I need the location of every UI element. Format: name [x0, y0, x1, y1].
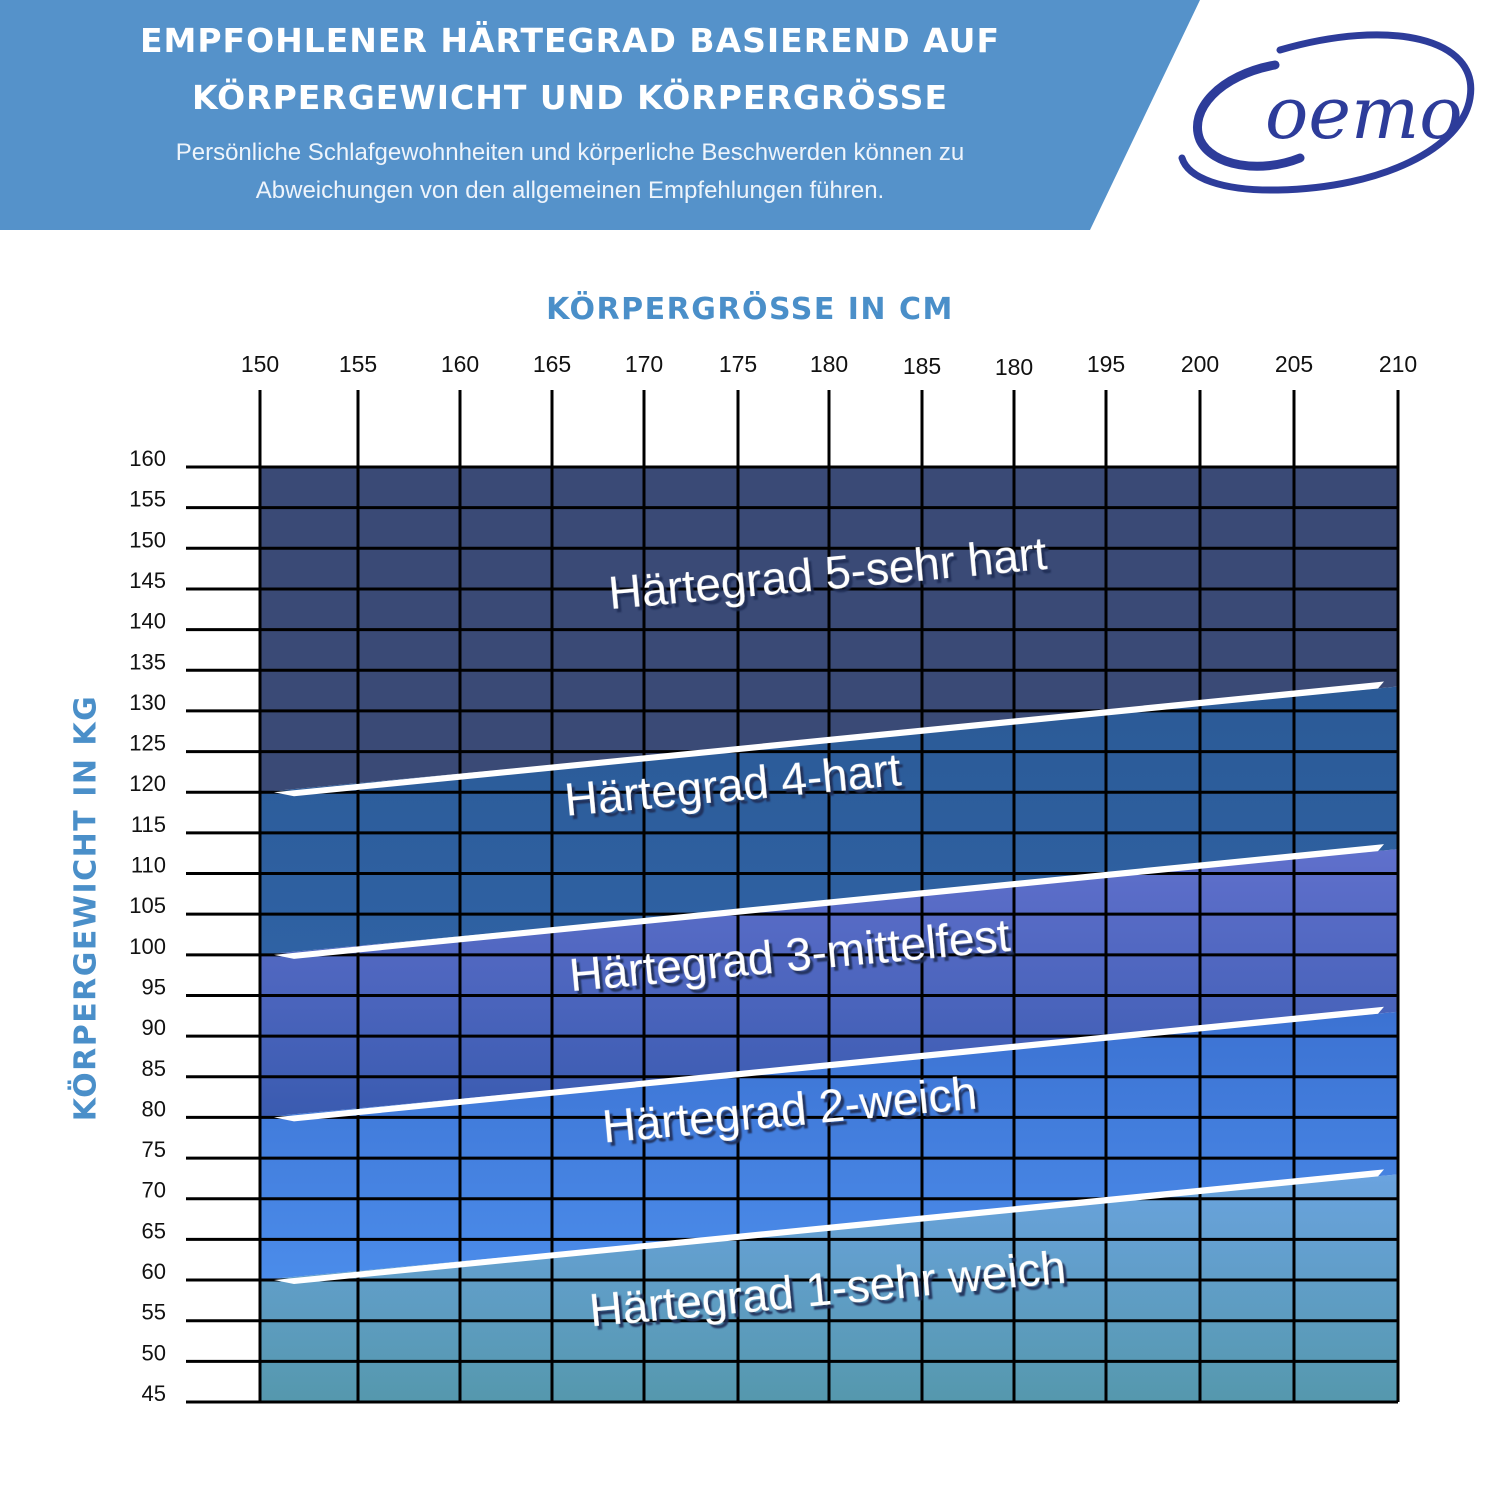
- x-tick-label: 195: [1087, 351, 1125, 377]
- y-tick-label: 85: [142, 1056, 166, 1081]
- page-subtitle: Persönliche Schlafgewohnheiten und körpe…: [60, 134, 1080, 210]
- logo-text: oemo: [1265, 71, 1463, 155]
- y-tick-label: 60: [142, 1259, 166, 1284]
- x-tick-label: 180: [810, 351, 848, 377]
- x-tick-label: 175: [719, 351, 757, 377]
- y-tick-label: 105: [129, 893, 166, 918]
- coemo-logo: oemo: [1178, 31, 1475, 194]
- y-tick-label: 150: [129, 527, 166, 552]
- boundary-line-3-4: [274, 844, 1384, 959]
- header-banner: Empfohlener Härtegrad basierend auf Körp…: [0, 0, 1500, 230]
- y-tick-label: 75: [142, 1137, 166, 1162]
- y-tick-label: 115: [131, 812, 166, 837]
- page-title: Empfohlener Härtegrad basierend auf Körp…: [60, 12, 1080, 126]
- y-tick-label: 140: [129, 609, 166, 634]
- y-tick-label: 90: [142, 1015, 166, 1040]
- page-title-line-1: Empfohlener Härtegrad basierend auf: [139, 21, 1001, 60]
- x-tick-label: 180: [995, 354, 1033, 380]
- x-tick-label: 170: [625, 351, 663, 377]
- y-tick-label: 55: [142, 1300, 166, 1325]
- y-tick-label: 110: [131, 853, 166, 878]
- y-tick-label: 125: [129, 731, 166, 756]
- y-tick-label: 65: [142, 1218, 166, 1243]
- banner-shape: [0, 0, 1200, 230]
- y-tick-label: 155: [129, 487, 166, 512]
- y-tick-label: 80: [142, 1096, 166, 1121]
- y-tick-label: 135: [129, 649, 166, 674]
- y-tick-label: 120: [129, 771, 166, 796]
- y-tick-label: 70: [142, 1178, 166, 1203]
- boundary-line-2-3: [274, 1006, 1384, 1122]
- x-tick-label: 150: [241, 351, 279, 377]
- x-tick-label: 160: [441, 351, 479, 377]
- y-tick-label: 100: [129, 934, 166, 959]
- x-axis-title: Körpergrösse in cm: [546, 292, 954, 327]
- y-tick-label: 50: [142, 1340, 166, 1365]
- x-tick-label: 200: [1181, 351, 1219, 377]
- y-tick-label: 160: [129, 446, 166, 471]
- boundary-line-4-5: [274, 681, 1384, 797]
- x-tick-label: 185: [903, 353, 941, 379]
- x-tick-label: 210: [1379, 351, 1417, 377]
- y-tick-label: 45: [142, 1381, 166, 1406]
- y-tick-label: 95: [142, 974, 166, 999]
- y-tick-label: 130: [129, 690, 166, 715]
- page-subtitle-line-2: Abweichungen von den allgemeinen Empfehl…: [255, 177, 885, 204]
- x-tick-label: 155: [339, 351, 377, 377]
- page-subtitle-line-1: Persönliche Schlafgewohnheiten und körpe…: [175, 139, 965, 166]
- x-tick-label: 165: [533, 351, 571, 377]
- boundary-line-1-2: [274, 1169, 1384, 1285]
- x-tick-label: 205: [1275, 351, 1313, 377]
- page-title-line-2: Körpergewicht und Körpergrösse: [192, 78, 948, 117]
- y-tick-label: 145: [129, 568, 166, 593]
